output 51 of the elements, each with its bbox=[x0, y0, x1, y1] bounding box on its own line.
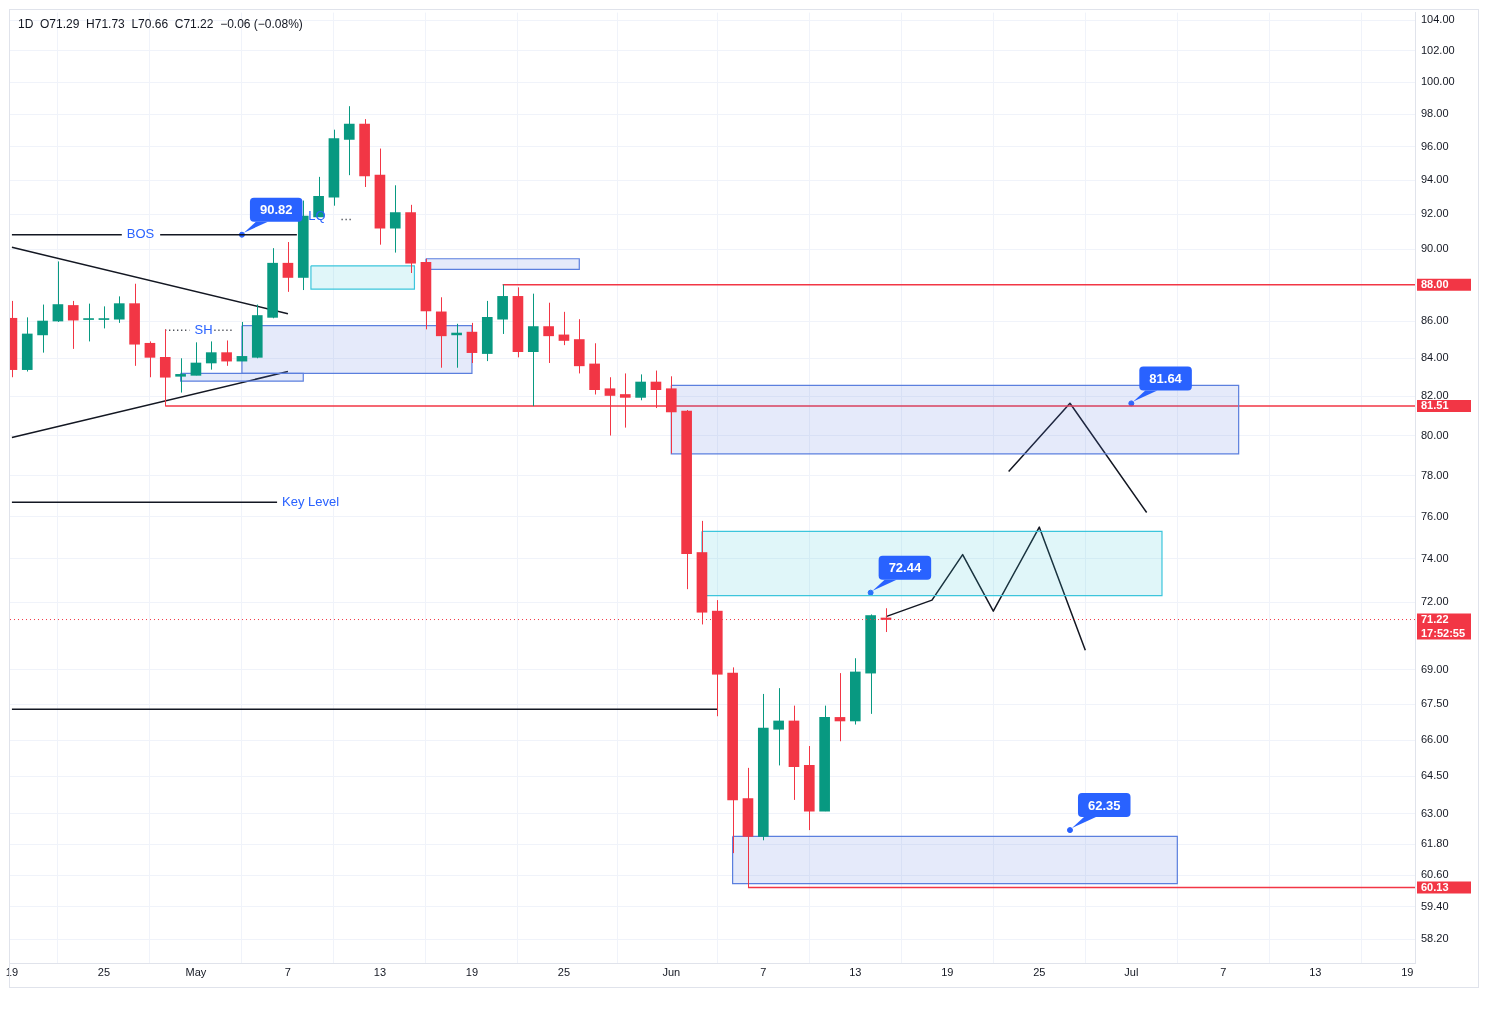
annotation: BOS bbox=[126, 226, 155, 242]
x-tick-label: Jul bbox=[1124, 966, 1139, 979]
x-tick-label: 19 bbox=[1401, 966, 1414, 979]
y-tick-label: 98.00 bbox=[1421, 107, 1449, 120]
y-tick-label: 61.80 bbox=[1421, 837, 1449, 850]
y-tick-label: 67.50 bbox=[1421, 697, 1449, 710]
x-tick-label: 19 bbox=[465, 966, 479, 979]
y-tick-label: 60.60 bbox=[1421, 868, 1449, 881]
y-tick-label: 80.00 bbox=[1421, 428, 1449, 441]
y-tick-label: 72.00 bbox=[1421, 595, 1449, 608]
data-label: 62.35 bbox=[1087, 797, 1121, 813]
x-tick-label: 25 bbox=[557, 966, 571, 979]
annotation: SH bbox=[194, 321, 213, 337]
data-label: 60.13 bbox=[1421, 880, 1449, 893]
x-tick-label: 7 bbox=[284, 966, 291, 979]
y-tick-label: 96.00 bbox=[1421, 139, 1449, 152]
y-tick-label: 59.40 bbox=[1421, 899, 1449, 912]
y-tick-label: 66.00 bbox=[1421, 733, 1449, 746]
y-tick-label: 90.00 bbox=[1421, 242, 1449, 255]
y-tick-label: 92.00 bbox=[1421, 207, 1449, 220]
y-tick-label: 74.00 bbox=[1421, 551, 1449, 564]
x-tick-label: 19 bbox=[941, 966, 954, 979]
data-label: 72.44 bbox=[888, 560, 922, 576]
chart-title: 1D O71.29 H71.73 L70.66 C71.22 −0.06 (−0.08%) bbox=[18, 17, 303, 31]
y-tick-label: 78.00 bbox=[1421, 468, 1449, 481]
x-tick-label: 13 bbox=[1309, 966, 1322, 979]
x-tick-label: 13 bbox=[373, 966, 387, 979]
y-tick-label: 63.00 bbox=[1421, 806, 1449, 819]
y-tick-label: 69.00 bbox=[1421, 662, 1449, 675]
y-tick-label: 102.00 bbox=[1421, 43, 1455, 56]
annotation: Key Level bbox=[282, 493, 340, 509]
data-label: 81.64 bbox=[1149, 370, 1183, 386]
y-tick-label: 100.00 bbox=[1421, 75, 1455, 88]
x-tick-label: 7 bbox=[760, 966, 767, 979]
data-label: 88.00 bbox=[1421, 277, 1449, 290]
x-tick-label: 19 bbox=[5, 966, 19, 979]
x-tick-label: 25 bbox=[97, 966, 111, 979]
x-tick-label: 25 bbox=[1033, 966, 1046, 979]
y-tick-label: 94.00 bbox=[1421, 173, 1449, 186]
ref-line-label: 71.22 17:52:55 bbox=[1421, 612, 1466, 639]
y-tick-label: 104.00 bbox=[1421, 13, 1455, 26]
y-tick-label: 64.50 bbox=[1421, 769, 1449, 782]
y-tick-label: 86.00 bbox=[1421, 314, 1449, 327]
x-tick-label: 7 bbox=[1220, 966, 1227, 979]
data-label: 90.82 bbox=[259, 202, 293, 218]
y-tick-label: 84.00 bbox=[1421, 351, 1449, 364]
x-tick-label: Jun bbox=[662, 966, 681, 979]
y-tick-label: 76.00 bbox=[1421, 509, 1449, 522]
x-tick-label: May bbox=[185, 966, 207, 979]
x-tick-label: 13 bbox=[849, 966, 862, 979]
y-tick-label: 58.20 bbox=[1421, 932, 1449, 945]
